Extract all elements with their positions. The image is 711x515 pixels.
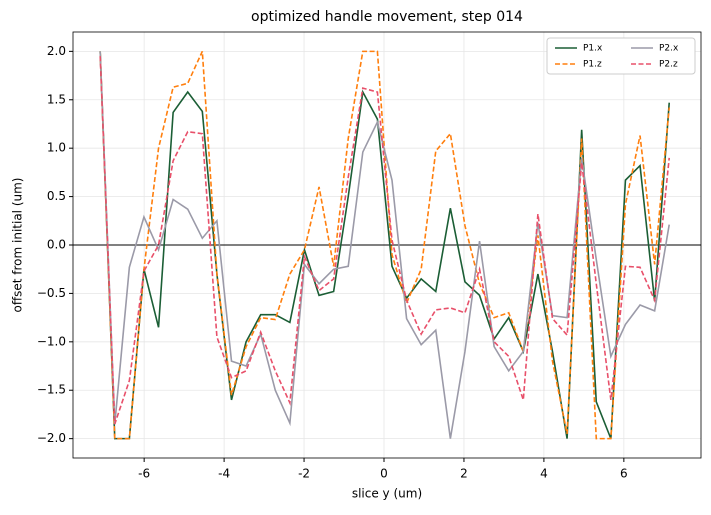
x-tick-label: 0 xyxy=(380,467,388,481)
x-axis-label: slice y (um) xyxy=(352,487,422,501)
chart-title: optimized handle movement, step 014 xyxy=(251,9,523,25)
y-tick-label: 2.0 xyxy=(47,44,66,58)
legend-box xyxy=(546,37,696,75)
series-line xyxy=(99,51,671,439)
legend-label: P1.x xyxy=(583,44,603,54)
y-tick-label: 0.5 xyxy=(47,189,66,203)
x-tick-label: -2 xyxy=(298,467,310,481)
legend: P1.x P1.z P2.x P2.z xyxy=(546,37,696,75)
y-axis-label: offset from initial (um) xyxy=(11,178,25,313)
legend-label: P2.x xyxy=(659,44,679,54)
x-tick-label: 6 xyxy=(620,467,628,481)
y-tick-label: 0.0 xyxy=(47,238,66,252)
y-tick-label: 1.5 xyxy=(47,92,66,106)
y-tick-label: −1.5 xyxy=(37,383,66,397)
plot-frame xyxy=(72,31,702,459)
y-tick-label: −2.0 xyxy=(37,431,66,445)
y-tick-label: 1.0 xyxy=(47,141,66,155)
x-tick-label: -6 xyxy=(138,467,150,481)
x-tick-label: 4 xyxy=(540,467,548,481)
x-tick-label: -4 xyxy=(218,467,230,481)
series-line xyxy=(99,56,671,425)
legend-label: P2.z xyxy=(659,60,678,70)
y-tick-label: −0.5 xyxy=(37,286,66,300)
x-tick-label: 2 xyxy=(460,467,468,481)
y-tick-label: −1.0 xyxy=(37,334,66,348)
legend-label: P1.z xyxy=(583,60,602,70)
